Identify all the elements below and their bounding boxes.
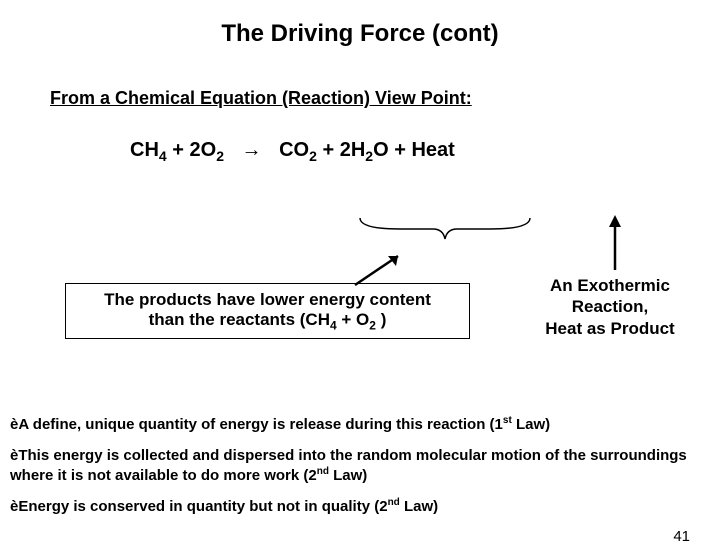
energy-content-box: The products have lower energy content t… <box>65 283 470 339</box>
bullet-list: èA define, unique quantity of energy is … <box>10 415 710 529</box>
plus-sign: + <box>394 139 411 161</box>
page-number: 41 <box>673 528 690 545</box>
plus-sign: + <box>322 139 339 161</box>
box-line1: The products have lower energy content <box>74 290 461 310</box>
slide-title: The Driving Force (cont) <box>0 20 720 48</box>
up-arrow-icon <box>605 215 625 275</box>
exo-line3: Heat as Product <box>515 318 705 339</box>
product-h2o: 2H2O <box>340 139 389 161</box>
product-heat: Heat <box>411 139 454 161</box>
plus-sign: + <box>172 139 189 161</box>
reactant-o2: 2O2 <box>190 139 224 161</box>
chemical-equation: CH4 + 2O2 → CO2 + 2H2O + Heat <box>130 139 720 164</box>
subtitle: From a Chemical Equation (Reaction) View… <box>50 88 720 109</box>
bullet-3: èEnergy is conserved in quantity but not… <box>10 497 710 517</box>
bullet-2: èThis energy is collected and dispersed … <box>10 447 710 486</box>
exo-line2: Reaction, <box>515 296 705 317</box>
product-co2: CO2 <box>279 139 317 161</box>
bullet-1: èA define, unique quantity of energy is … <box>10 415 710 435</box>
curly-brace-icon <box>355 215 535 250</box>
exo-line1: An Exothermic <box>515 275 705 296</box>
exothermic-label: An Exothermic Reaction, Heat as Product <box>515 275 705 339</box>
reactant-ch4: CH4 <box>130 139 167 161</box>
box-line2: than the reactants (CH4 + O2 ) <box>74 310 461 332</box>
reaction-arrow: → <box>242 139 262 162</box>
